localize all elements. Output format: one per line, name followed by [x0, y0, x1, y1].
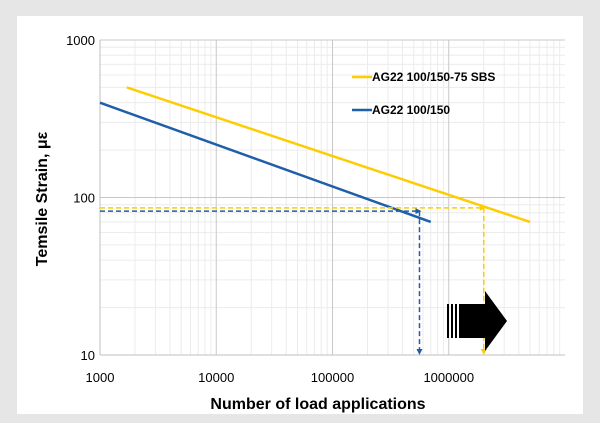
annotation-layer — [447, 291, 507, 351]
reference-arrowhead-horizontal-1 — [479, 204, 486, 211]
right-arrow-icon — [447, 291, 507, 351]
fatigue-chart: 1000 10000 100000 1000000 1000 100 10 AG22 100… — [34, 33, 565, 413]
chart-card: 1000 10000 100000 1000000 1000 100 10 AG22 100… — [17, 16, 583, 414]
y-axis-label: Temsile Strain, με — [34, 131, 51, 266]
axes — [99, 40, 565, 356]
series-line-2 — [99, 101, 432, 224]
x-tick-label: 100000 — [311, 370, 354, 385]
x-tick-label: 1000 — [86, 370, 115, 385]
x-tick-label: 10000 — [198, 370, 234, 385]
y-tick-label: 1000 — [66, 33, 95, 48]
major-gridlines — [100, 39, 565, 355]
y-tick-label: 100 — [73, 191, 95, 206]
arrow-stripe-2 — [451, 304, 453, 338]
arrow-stripe-3 — [455, 304, 457, 338]
reference-lines — [100, 204, 487, 355]
x-axis-label: Number of load applications — [210, 396, 425, 413]
tick-labels: 1000 10000 100000 1000000 1000 100 10 — [66, 33, 474, 385]
arrow-body — [459, 291, 507, 351]
arrow-stripe-1 — [447, 304, 449, 338]
legend-label-2: AG22 100/150 — [372, 103, 450, 117]
legend-label-1: AG22 100/150-75 SBS — [372, 70, 495, 84]
reference-arrowhead-vertical-1 — [480, 349, 487, 355]
reference-arrowhead-vertical-2 — [416, 349, 423, 355]
y-tick-label: 10 — [81, 348, 95, 363]
series-layer — [99, 86, 531, 224]
x-tick-label: 1000000 — [423, 370, 474, 385]
legend: AG22 100/150-75 SBS AG22 100/150 — [352, 70, 495, 117]
reference-arrowhead-horizontal-2 — [415, 208, 422, 215]
series-line-1 — [126, 86, 531, 224]
